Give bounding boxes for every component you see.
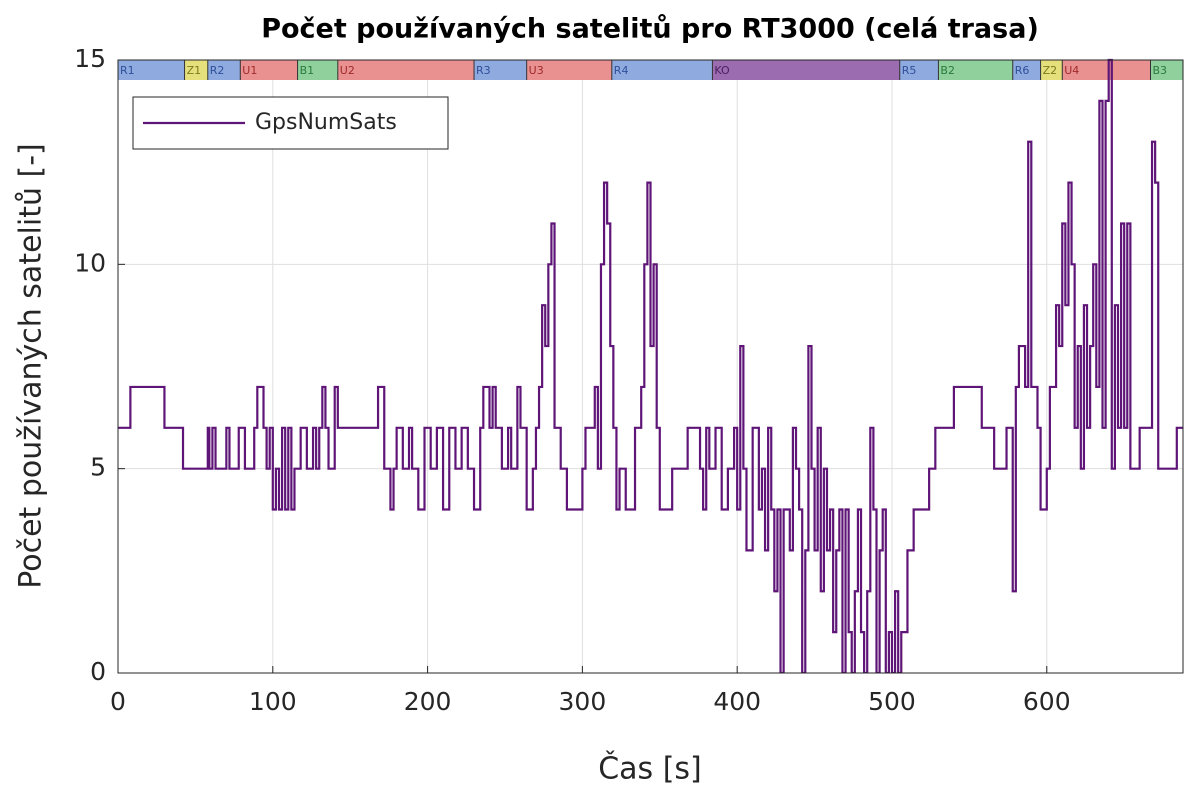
y-tick-label: 10 xyxy=(74,248,106,277)
segment-label: U4 xyxy=(1064,64,1079,77)
segment xyxy=(118,60,185,80)
segment-label: Z2 xyxy=(1043,64,1058,77)
x-tick-label: 200 xyxy=(404,687,452,716)
segment xyxy=(297,60,338,80)
segment-label: B1 xyxy=(300,64,315,77)
segment-label: R6 xyxy=(1015,64,1030,77)
y-tick-label: 15 xyxy=(74,44,106,73)
segment xyxy=(1062,60,1151,80)
segment-label: B3 xyxy=(1152,64,1167,77)
plot-area xyxy=(118,60,1183,673)
segment-label: U2 xyxy=(340,64,355,77)
segment xyxy=(1150,60,1183,80)
segment-label: R1 xyxy=(120,64,135,77)
segment xyxy=(1012,60,1041,80)
segment-label: U1 xyxy=(242,64,257,77)
y-axis-label: Počet používaných satelitů [-] xyxy=(14,143,49,589)
segment-label: R4 xyxy=(614,64,629,77)
segment-label: U3 xyxy=(529,64,544,77)
y-tick-label: 5 xyxy=(90,453,106,482)
segment-label: KO xyxy=(714,64,730,77)
segment xyxy=(899,60,939,80)
segment xyxy=(611,60,713,80)
axes-box xyxy=(117,59,1184,674)
legend-label: GpsNumSats xyxy=(255,110,397,135)
segment-label: Z1 xyxy=(187,64,202,77)
x-tick-label: 0 xyxy=(110,687,126,716)
segment xyxy=(240,60,298,80)
segment-label: R3 xyxy=(476,64,491,77)
segment-label: R5 xyxy=(902,64,917,77)
x-tick-label: 500 xyxy=(868,687,916,716)
data-line xyxy=(118,58,1183,673)
x-tick-label: 400 xyxy=(713,687,761,716)
segment xyxy=(938,60,1013,80)
segment xyxy=(712,60,900,80)
segment xyxy=(337,60,475,80)
segment-label: B2 xyxy=(940,64,955,77)
segment xyxy=(207,60,241,80)
chart-title: Počet používaných satelitů pro RT3000 (c… xyxy=(261,14,1039,45)
x-tick-label: 600 xyxy=(1023,687,1071,716)
segment xyxy=(526,60,612,80)
segment-label: R2 xyxy=(210,64,225,77)
segment xyxy=(474,60,527,80)
y-tick-label: 0 xyxy=(90,657,106,686)
x-tick-label: 300 xyxy=(559,687,607,716)
segment xyxy=(1040,60,1063,80)
segment xyxy=(184,60,208,80)
x-axis-label: Čas [s] xyxy=(598,750,702,787)
x-tick-label: 100 xyxy=(249,687,297,716)
